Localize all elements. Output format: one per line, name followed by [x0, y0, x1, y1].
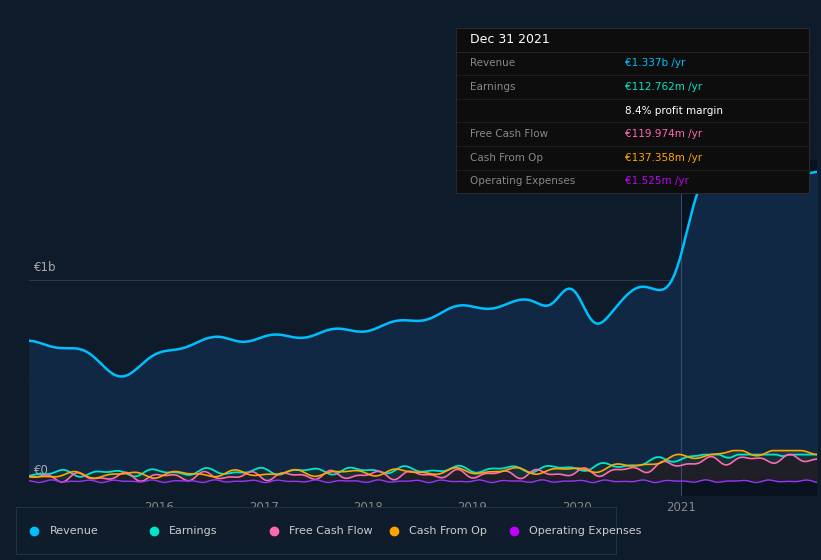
Text: Revenue: Revenue: [49, 526, 99, 535]
Text: Cash From Op: Cash From Op: [409, 526, 487, 535]
Text: Operating Expenses: Operating Expenses: [470, 176, 575, 186]
Text: Earnings: Earnings: [470, 82, 516, 92]
Text: Operating Expenses: Operating Expenses: [529, 526, 641, 535]
Text: Revenue: Revenue: [470, 58, 515, 68]
Text: Cash From Op: Cash From Op: [470, 153, 543, 163]
Text: €119.974m /yr: €119.974m /yr: [625, 129, 702, 139]
Text: €137.358m /yr: €137.358m /yr: [625, 153, 702, 163]
Text: €1.337b /yr: €1.337b /yr: [625, 58, 686, 68]
Text: €1b: €1b: [34, 260, 57, 274]
Text: Earnings: Earnings: [169, 526, 218, 535]
Text: €112.762m /yr: €112.762m /yr: [625, 82, 702, 92]
Bar: [681, 160, 817, 496]
Text: €1.525m /yr: €1.525m /yr: [625, 176, 689, 186]
Text: 8.4% profit margin: 8.4% profit margin: [625, 106, 723, 115]
Text: Dec 31 2021: Dec 31 2021: [470, 33, 549, 46]
Text: Free Cash Flow: Free Cash Flow: [470, 129, 548, 139]
Text: €0: €0: [34, 464, 48, 477]
Text: Free Cash Flow: Free Cash Flow: [289, 526, 373, 535]
